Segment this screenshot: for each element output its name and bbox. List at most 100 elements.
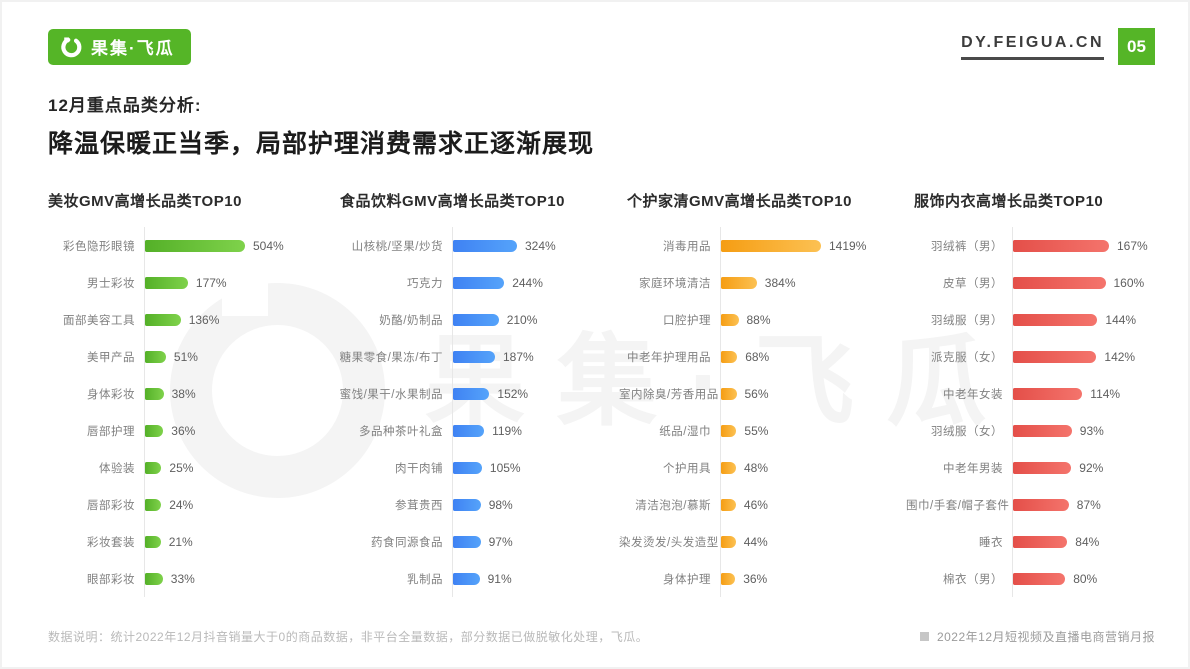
chart-title: 服饰内衣高增长品类TOP10 — [914, 193, 1104, 210]
chart-row: 眼部彩妆 33% — [40, 560, 332, 597]
bar-area: 84% — [1012, 523, 1160, 560]
category-label: 唇部彩妆 — [87, 499, 135, 512]
value-label: 33% — [170, 571, 195, 586]
chart-rows: 彩色隐形眼镜 504% 男士彩妆 177% 面部美容工具 136% 美甲产品 51% 身体彩妆 3… — [40, 227, 332, 597]
value-label: 36% — [171, 423, 196, 438]
value-label: 87% — [1076, 497, 1101, 512]
value-label: 152% — [497, 386, 529, 401]
chart-beauty-gmv-top10: 美妆GMV高增长品类TOP10 彩色隐形眼镜 504% 男士彩妆 177% 面部美容工具… — [40, 190, 332, 597]
chart-row: 山核桃/坚果/炒货 324% — [332, 227, 619, 264]
bar — [145, 387, 164, 400]
report-source-text: 2022年12月短视频及直播电商营销月报 — [936, 630, 1155, 644]
value-label: 88% — [746, 312, 771, 327]
value-label: 92% — [1079, 460, 1104, 475]
bar — [1013, 498, 1069, 511]
category-label: 美甲产品 — [87, 351, 135, 364]
value-label: 98% — [488, 497, 513, 512]
bar — [453, 387, 490, 400]
value-label: 51% — [173, 349, 198, 364]
bar — [721, 498, 736, 511]
value-label: 97% — [488, 534, 513, 549]
category-label: 纸品/湿巾 — [659, 425, 711, 438]
bar — [721, 350, 738, 363]
chart-row: 乳制品 91% — [332, 560, 619, 597]
bar-area: 38% — [144, 375, 332, 412]
category-label: 男士彩妆 — [87, 277, 135, 290]
bar-area: 119% — [452, 412, 619, 449]
category-label: 围巾/手套/帽子套件 — [906, 499, 1010, 512]
bar-area: 51% — [144, 338, 332, 375]
chart-row: 中老年护理用品 68% — [619, 338, 906, 375]
value-label: 136% — [188, 312, 220, 327]
value-label: 142% — [1104, 349, 1136, 364]
value-label: 324% — [525, 238, 556, 253]
brand-logo-text: 果集·飞瓜 — [91, 39, 175, 58]
bar — [721, 572, 736, 585]
category-label: 染发烫发/头发造型 — [619, 536, 719, 549]
bar-area: 91% — [452, 560, 619, 597]
chart-rows: 羽绒裤（男） 167% 皮草（男） 160% 羽绒服（男） 144% 派克服（女） 142% 中… — [906, 227, 1160, 597]
chart-row: 唇部彩妆 24% — [40, 486, 332, 523]
value-label: 504% — [253, 238, 284, 253]
chart-row: 家庭环境清洁 384% — [619, 264, 906, 301]
value-label: 177% — [195, 275, 227, 290]
bar — [145, 239, 245, 252]
value-label: 1419% — [829, 238, 867, 253]
bar — [453, 461, 482, 474]
chart-row: 羽绒裤（男） 167% — [906, 227, 1160, 264]
category-label: 肉干肉铺 — [395, 462, 443, 475]
chart-row: 体验装 25% — [40, 449, 332, 486]
chart-rows: 山核桃/坚果/炒货 324% 巧克力 244% 奶酪/奶制品 210% 糖果零食/果冻/布丁… — [332, 227, 619, 597]
bar — [1013, 424, 1072, 437]
bar — [1013, 276, 1106, 289]
category-label: 家庭环境清洁 — [639, 277, 711, 290]
bar-area: 152% — [452, 375, 619, 412]
bar — [145, 350, 166, 363]
value-label: 56% — [744, 386, 769, 401]
category-label: 中老年男装 — [943, 462, 1003, 475]
value-label: 160% — [1113, 275, 1145, 290]
bar-area: 44% — [720, 523, 906, 560]
value-label: 46% — [743, 497, 768, 512]
category-label: 羽绒服（男） — [931, 314, 1003, 327]
value-label: 55% — [744, 423, 769, 438]
bar-area: 48% — [720, 449, 906, 486]
site-url-link[interactable]: DY.FEIGUA.CN — [961, 34, 1104, 60]
bar — [145, 572, 163, 585]
category-label: 身体彩妆 — [87, 388, 135, 401]
brand-logo: 果集·飞瓜 — [48, 28, 191, 65]
bar — [145, 313, 181, 326]
bar-area: 504% — [144, 227, 332, 264]
bar-area: 46% — [720, 486, 906, 523]
bar — [721, 313, 739, 326]
chart-row: 身体彩妆 38% — [40, 375, 332, 412]
category-label: 蜜饯/果干/水果制品 — [339, 388, 443, 401]
chart-row: 羽绒服（男） 144% — [906, 301, 1160, 338]
bar-area: 68% — [720, 338, 906, 375]
bar-area: 55% — [720, 412, 906, 449]
bar — [453, 276, 505, 289]
category-label: 羽绒裤（男） — [931, 240, 1003, 253]
category-label: 睡衣 — [979, 536, 1003, 549]
value-label: 244% — [512, 275, 543, 290]
category-label: 巧克力 — [407, 277, 443, 290]
bar — [145, 535, 161, 548]
bar — [453, 535, 481, 548]
value-label: 210% — [506, 312, 538, 327]
category-label: 清洁泡泡/慕斯 — [635, 499, 711, 512]
chart-title: 个护家清GMV高增长品类TOP10 — [627, 193, 852, 210]
bar-area: 114% — [1012, 375, 1160, 412]
bar — [453, 313, 499, 326]
bar-area: 187% — [452, 338, 619, 375]
bar — [1013, 461, 1072, 474]
bar-area: 36% — [144, 412, 332, 449]
value-label: 114% — [1090, 386, 1121, 401]
bar-area: 142% — [1012, 338, 1160, 375]
category-label: 彩妆套装 — [87, 536, 135, 549]
bar-area: 1419% — [720, 227, 906, 264]
chart-row: 派克服（女） 142% — [906, 338, 1160, 375]
bar — [1013, 313, 1098, 326]
chart-rows: 消毒用品 1419% 家庭环境清洁 384% 口腔护理 88% 中老年护理用品 68% 室内除臭… — [619, 227, 906, 597]
bar-area: 92% — [1012, 449, 1160, 486]
bar — [145, 461, 162, 474]
